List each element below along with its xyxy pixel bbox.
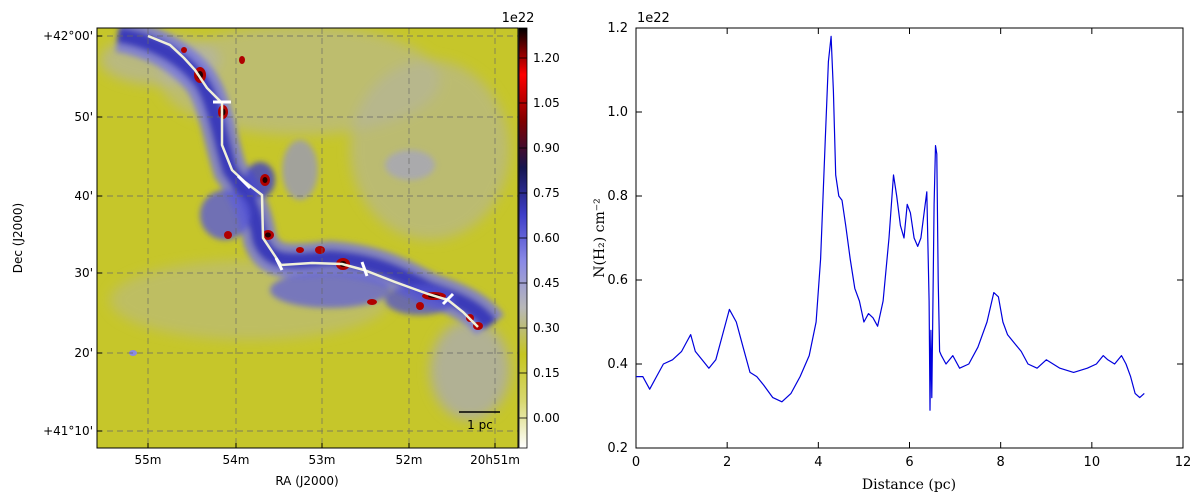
segment-markers [213,100,455,306]
x-axis-ticks: 0 2 4 6 8 10 12 [632,28,1191,470]
y-tick-label: 1.2 [607,21,628,36]
series-group [636,35,1145,411]
y-tick-label: 1.0 [607,105,628,120]
marker-4 [360,261,369,277]
scalebar-label: 1 pc [467,418,493,432]
marker-2 [236,174,252,190]
y-tick-label: 0.8 [607,189,628,204]
map-grid [97,28,518,448]
map-y-tick-label: 50' [74,110,93,124]
column-density-map: 1 pc 55m 54m 53m 52m 20h51m +42°00' 50' 40' 30'… [11,27,520,488]
map-x-tick-label: 52m [396,453,423,467]
map-y-label: Dec (J2000) [11,203,25,273]
map-y-ticks: +42°00' 50' 40' 30' 20' +41°10' [43,29,102,438]
map-frame [96,27,519,449]
map-y-tick-label: +42°00' [43,29,93,43]
y-tick-label: 0.4 [607,357,628,372]
map-x-tick-label: 55m [135,453,162,467]
colorbar-tick-label: 1.05 [533,96,560,110]
y-axis-ticks: 0.2 0.4 0.6 0.8 1.0 1.2 [607,21,1183,456]
x-tick-label: 12 [1175,455,1192,470]
x-tick-label: 10 [1084,455,1101,470]
map-y-tick-label: +41°10' [43,424,93,438]
colorbar-tick-label: 0.45 [533,276,560,290]
filament-spine [147,34,479,328]
x-tick-label: 0 [632,455,640,470]
marker-3 [274,257,284,271]
map-y-tick-label: 40' [74,189,93,203]
map-x-tick-label: 53m [309,453,336,467]
map-y-tick-label: 20' [74,346,93,360]
map-x-tick-label: 54m [223,453,250,467]
x-tick-label: 8 [997,455,1005,470]
y-tick-label: 0.6 [607,273,628,288]
colorbar-tick-label: 1.20 [533,51,560,65]
colorbar: 1e22 1.20 1.05 0.90 0.75 0.60 0.45 0.30 0.15 0.0… [502,11,560,449]
colorbar-multiplier: 1e22 [502,11,535,26]
plot-area [635,27,1184,449]
colorbar-tick-label: 0.75 [533,186,560,200]
x-tick-label: 4 [814,455,822,470]
map-x-label: RA (J2000) [275,474,338,488]
map-x-tick-label: 20h51m [470,453,520,467]
x-tick-label: 2 [723,455,731,470]
x-axis-label: Distance (pc) [862,477,956,493]
y-axis-label: N(H₂) cm⁻² [592,198,608,278]
marker-5 [441,292,455,306]
x-tick-label: 6 [905,455,913,470]
series-line [636,35,1145,411]
map-y-tick-label: 30' [74,266,93,280]
colorbar-tick-label: 0.00 [533,411,560,425]
profile-chart: 1e22 0 2 4 6 8 10 12 0.2 0.4 0.6 0.8 1.0 1.2 Distan… [592,11,1191,493]
colorbar-tick-label: 0.90 [533,141,560,155]
map-x-ticks: 55m 54m 53m 52m 20h51m [135,443,520,467]
colorbar-ticks: 1.20 1.05 0.90 0.75 0.60 0.45 0.30 0.15 0.00 [519,51,560,425]
colorbar-tick-label: 0.30 [533,321,560,335]
y-multiplier: 1e22 [637,11,670,26]
colorbar-tick-label: 0.15 [533,366,560,380]
y-tick-label: 0.2 [607,441,628,456]
colorbar-tick-label: 0.60 [533,231,560,245]
